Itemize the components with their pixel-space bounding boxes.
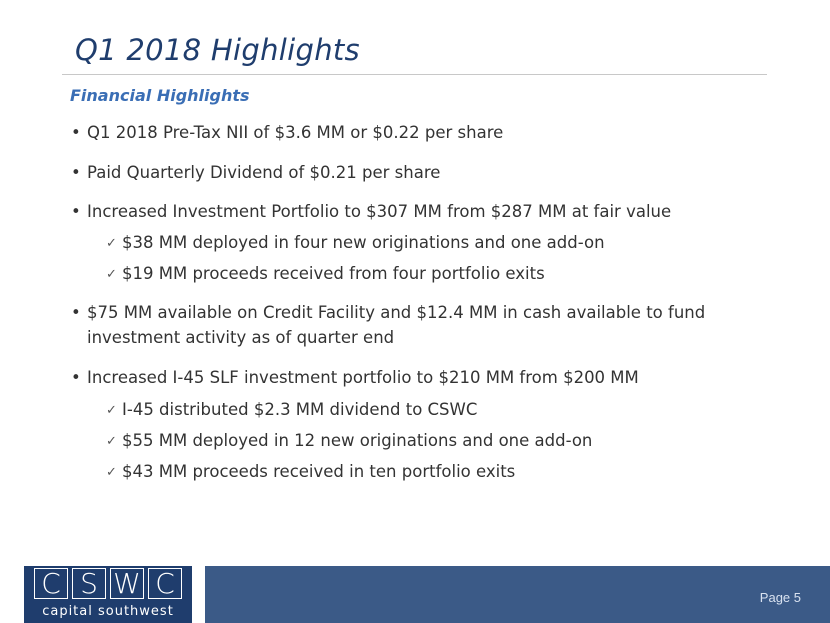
sub-bullet-text: $43 MM proceeds received in ten portfoli… [122, 462, 516, 481]
footer-logo-area: C S W C capital southwest [0, 566, 205, 623]
page-number: Page 5 [759, 590, 801, 605]
bullet-text: Paid Quarterly Dividend of $0.21 per sha… [87, 163, 441, 182]
sub-bullet-text: $55 MM deployed in 12 new originations a… [122, 431, 593, 450]
logo-text: capital southwest [42, 604, 174, 619]
cswc-logo: C S W C capital southwest [24, 566, 192, 623]
check-icon: ✓ [106, 236, 117, 251]
bullet-text: investment activity as of quarter end [87, 328, 395, 347]
section-subtitle: Financial Highlights [70, 86, 250, 105]
bullet-text: Increased I-45 SLF investment portfolio … [87, 368, 639, 387]
bullet-text: $75 MM available on Credit Facility and … [87, 303, 706, 322]
title-divider [62, 74, 767, 75]
page-title: Q1 2018 Highlights [75, 33, 360, 67]
check-icon: ✓ [106, 267, 117, 282]
bullet-marker: • [71, 368, 81, 387]
check-icon: ✓ [106, 465, 117, 480]
logo-letter: S [72, 568, 106, 599]
bullet-marker: • [71, 123, 81, 142]
bullet-marker: • [71, 303, 81, 322]
bullet-text: Increased Investment Portfolio to $307 M… [87, 202, 672, 221]
bullet-marker: • [71, 202, 81, 221]
logo-letter: C [148, 568, 182, 599]
footer-bar: C S W C capital southwest Page 5 [0, 566, 830, 623]
sub-bullet-text: $19 MM proceeds received from four portf… [122, 264, 545, 283]
bullet-list: • Q1 2018 Pre-Tax NII of $3.6 MM or $0.22… [71, 123, 706, 481]
sub-bullet-text: $38 MM deployed in four new originations… [122, 233, 605, 252]
bullet-text: Q1 2018 Pre-Tax NII of $3.6 MM or $0.22 … [87, 123, 504, 142]
logo-letter: C [34, 568, 68, 599]
bullet-marker: • [71, 163, 81, 182]
check-icon: ✓ [106, 403, 117, 418]
logo-letter: W [110, 568, 144, 599]
logo-letters: C S W C [24, 568, 192, 601]
sub-bullet-text: I-45 distributed $2.3 MM dividend to CSW… [122, 400, 478, 419]
check-icon: ✓ [106, 434, 117, 449]
